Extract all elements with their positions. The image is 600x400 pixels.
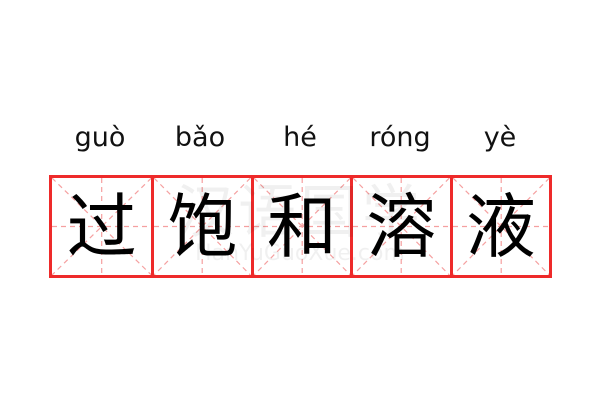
- hanzi-4: 溶: [366, 185, 437, 268]
- pinyin-3: hé: [283, 122, 317, 153]
- guide-lines: [353, 178, 449, 275]
- character-grid: 过 饱 和 溶 液: [49, 175, 552, 278]
- character-cell: 溶: [350, 178, 449, 275]
- pinyin-2: bǎo: [174, 122, 226, 153]
- character-cell: 和: [250, 178, 350, 275]
- hanzi-2: 饱: [167, 185, 238, 268]
- pinyin-row: guò bǎo hé róng yè: [50, 118, 550, 158]
- hanzi-1: 过: [66, 185, 137, 268]
- character-cell: 过: [52, 178, 151, 275]
- character-cell: 饱: [151, 178, 250, 275]
- hanzi-5: 液: [465, 185, 536, 268]
- pinyin-5: yè: [483, 122, 517, 153]
- pinyin-1: guò: [74, 122, 126, 153]
- character-cell: 液: [449, 178, 549, 275]
- guide-lines: [254, 178, 350, 275]
- guide-lines: [154, 178, 250, 275]
- pinyin-4: róng: [369, 122, 431, 153]
- guide-lines: [52, 178, 151, 275]
- guide-lines: [453, 178, 549, 275]
- hanzi-3: 和: [267, 185, 337, 268]
